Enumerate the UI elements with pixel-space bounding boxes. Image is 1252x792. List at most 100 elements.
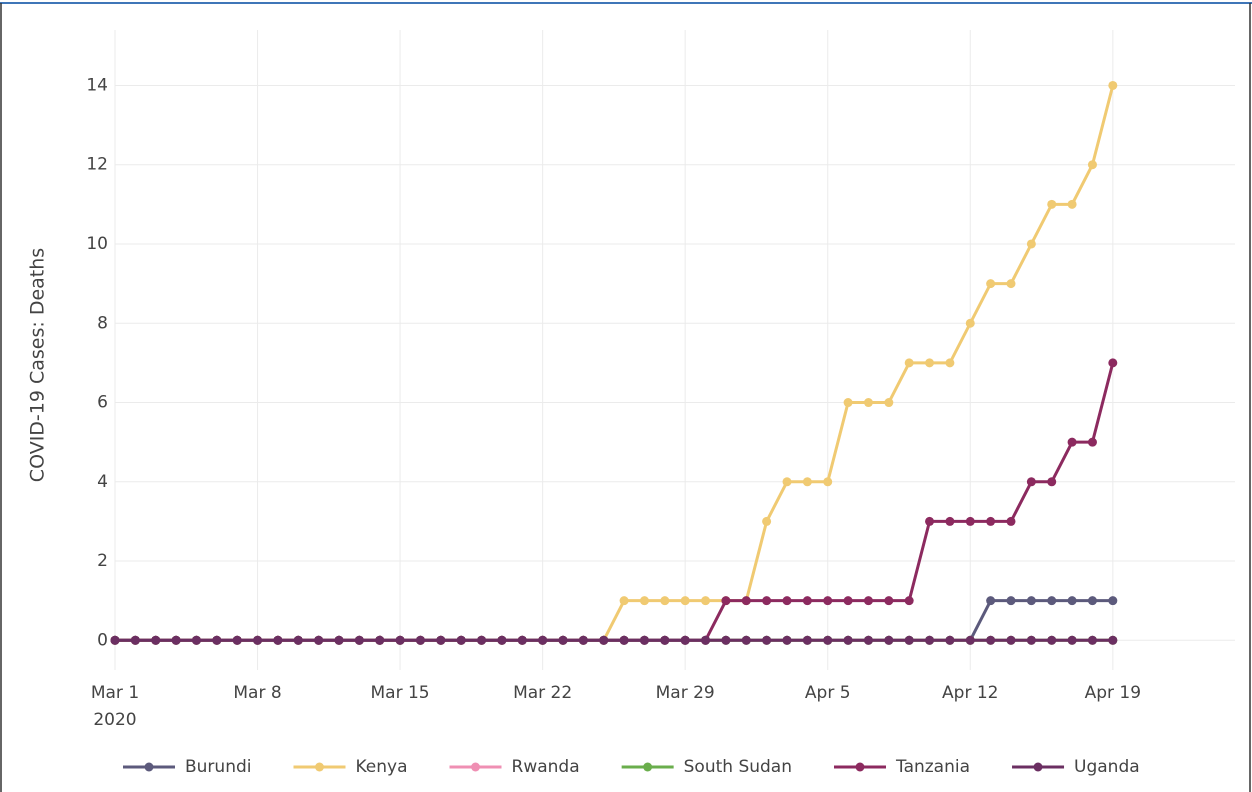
data-point xyxy=(395,635,405,645)
y-axis-label: COVID-19 Cases: Deaths xyxy=(27,248,49,482)
data-point xyxy=(884,596,894,606)
series-line xyxy=(115,362,1115,642)
data-point xyxy=(986,516,996,526)
data-point xyxy=(884,635,894,645)
data-point xyxy=(904,358,914,368)
x-tick-label: Mar 1 xyxy=(91,683,139,703)
data-point xyxy=(1047,596,1057,606)
y-tick-label: 12 xyxy=(86,155,108,175)
y-tick-label: 0 xyxy=(97,630,108,650)
data-point xyxy=(802,477,812,487)
legend-label: Tanzania xyxy=(895,757,970,777)
data-point xyxy=(741,596,751,606)
data-point xyxy=(1087,437,1097,447)
data-point xyxy=(1067,199,1077,209)
data-point xyxy=(191,635,201,645)
data-point xyxy=(1006,635,1016,645)
plot xyxy=(110,80,1118,645)
data-point xyxy=(639,596,649,606)
x-tick-label: Mar 22 xyxy=(513,683,572,703)
x-year-label: 2020 xyxy=(93,710,136,730)
y-tick-label: 6 xyxy=(97,393,108,413)
data-point xyxy=(293,635,303,645)
data-point xyxy=(986,635,996,645)
data-point xyxy=(253,635,263,645)
data-point xyxy=(721,596,731,606)
data-point xyxy=(660,635,670,645)
data-point xyxy=(945,358,955,368)
data-point xyxy=(151,635,161,645)
x-tick-label: Apr 12 xyxy=(942,683,998,703)
data-point xyxy=(965,318,975,328)
data-point xyxy=(701,635,711,645)
data-point xyxy=(1047,199,1057,209)
y-tick-label: 14 xyxy=(86,75,108,95)
data-point xyxy=(354,635,364,645)
data-point xyxy=(680,635,690,645)
data-point xyxy=(1108,358,1118,368)
data-point xyxy=(1026,635,1036,645)
data-point xyxy=(884,398,894,408)
data-point xyxy=(558,635,568,645)
data-point xyxy=(802,596,812,606)
data-point xyxy=(823,635,833,645)
data-point xyxy=(477,635,487,645)
legend-label: South Sudan xyxy=(684,757,792,777)
data-point xyxy=(863,398,873,408)
data-point xyxy=(599,635,609,645)
series-line xyxy=(115,85,1115,642)
data-point xyxy=(1026,477,1036,487)
legend-marker xyxy=(643,762,653,772)
data-point xyxy=(1087,160,1097,170)
y-tick-label: 4 xyxy=(97,472,108,492)
legend-label: Kenya xyxy=(356,757,408,777)
data-point xyxy=(1108,596,1118,606)
data-point xyxy=(212,635,222,645)
legend-label: Burundi xyxy=(185,757,252,777)
data-point xyxy=(721,635,731,645)
data-point xyxy=(232,635,242,645)
data-point xyxy=(965,516,975,526)
x-tick-label: Mar 29 xyxy=(656,683,715,703)
data-point xyxy=(1067,596,1077,606)
data-point xyxy=(375,635,385,645)
data-point xyxy=(945,635,955,645)
data-point xyxy=(1006,279,1016,289)
data-point xyxy=(436,635,446,645)
data-point xyxy=(843,398,853,408)
data-point xyxy=(823,477,833,487)
data-point xyxy=(1047,477,1057,487)
x-tick-label: Apr 5 xyxy=(805,683,851,703)
data-point xyxy=(334,635,344,645)
x-tick-label: Apr 19 xyxy=(1085,683,1141,703)
legend-label: Uganda xyxy=(1074,757,1140,777)
data-point xyxy=(904,596,914,606)
data-point xyxy=(1087,635,1097,645)
data-point xyxy=(1067,635,1077,645)
data-point xyxy=(1108,635,1118,645)
data-point xyxy=(1026,239,1036,249)
data-point xyxy=(762,635,772,645)
data-point xyxy=(741,635,751,645)
data-point xyxy=(415,635,425,645)
y-tick-label: 2 xyxy=(97,551,108,571)
data-point xyxy=(1087,596,1097,606)
data-point xyxy=(904,635,914,645)
data-point xyxy=(782,596,792,606)
y-tick-label: 10 xyxy=(86,234,108,254)
data-point xyxy=(945,516,955,526)
data-point xyxy=(925,635,935,645)
y-tick-label: 8 xyxy=(97,313,108,333)
data-point xyxy=(863,596,873,606)
data-point xyxy=(680,596,690,606)
data-point xyxy=(1006,516,1016,526)
data-point xyxy=(986,279,996,289)
x-tick-label: Mar 15 xyxy=(371,683,430,703)
grid xyxy=(114,30,1235,670)
data-point xyxy=(1047,635,1057,645)
data-point xyxy=(863,635,873,645)
data-point xyxy=(639,635,649,645)
data-point xyxy=(538,635,548,645)
